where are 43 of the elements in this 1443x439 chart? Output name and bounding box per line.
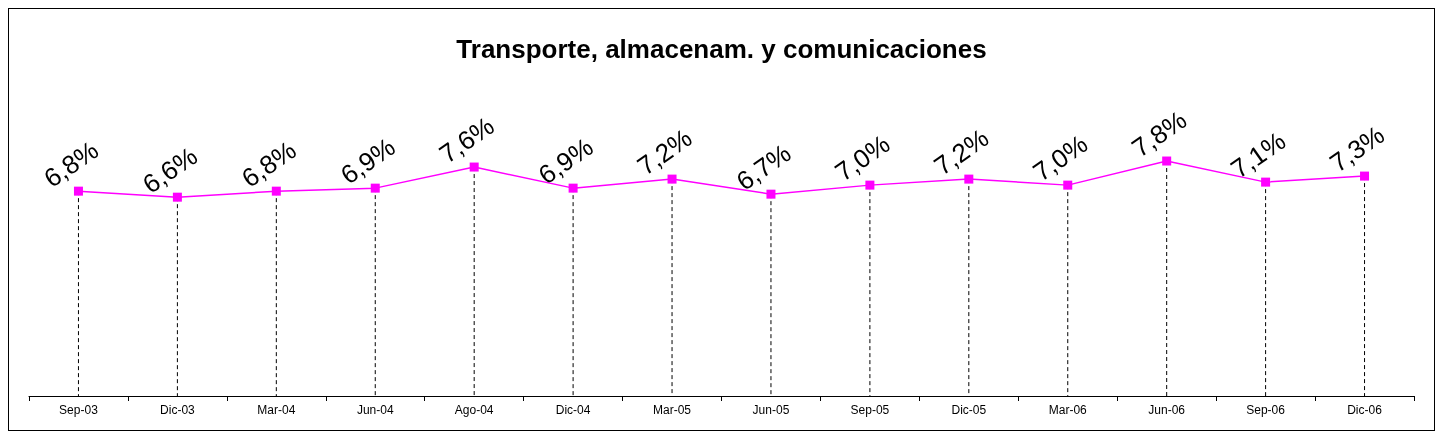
point: [1063, 180, 1073, 190]
data-label: 7,0%: [1027, 128, 1094, 188]
x-tick-label: Jun-04: [356, 403, 394, 417]
x-tick-label: Jun-06: [1148, 403, 1186, 417]
x-tick-label: Sep-05: [850, 403, 890, 417]
data-label: 7,3%: [1324, 119, 1390, 179]
x-tick-label: Sep-03: [59, 403, 99, 417]
data-label: 6,7%: [730, 137, 797, 197]
data-label: 6,9%: [334, 131, 401, 191]
point: [964, 174, 974, 184]
x-tick-label: Ago-04: [454, 403, 494, 417]
point: [865, 180, 875, 190]
x-tick-label: Sep-06: [1246, 403, 1286, 417]
point: [1360, 171, 1370, 181]
data-label: 6,8%: [235, 134, 302, 194]
data-label: 7,2%: [631, 122, 698, 182]
x-tick-label: Mar-06: [1048, 403, 1088, 417]
x-tick-label: Dic-04: [555, 403, 591, 417]
point: [469, 162, 479, 172]
data-label: 7,6%: [433, 110, 500, 170]
data-label: 7,1%: [1225, 125, 1292, 185]
data-label: 7,0%: [829, 128, 896, 188]
point: [172, 192, 182, 202]
data-label: 6,9%: [532, 131, 599, 191]
point: [568, 183, 578, 193]
point: [766, 189, 776, 199]
x-tick-label: Jun-05: [752, 403, 790, 417]
x-tick-label: Dic-05: [951, 403, 987, 417]
point: [271, 186, 281, 196]
point: [370, 183, 380, 193]
x-tick-label: Mar-05: [653, 403, 692, 417]
point: [1261, 177, 1271, 187]
point: [73, 186, 83, 196]
data-label: 7,8%: [1126, 104, 1193, 164]
data-label: 6,6%: [137, 140, 203, 200]
x-tick-label: Mar-04: [257, 403, 296, 417]
x-tick-label: Dic-03: [160, 403, 196, 417]
x-tick-label: Dic-06: [1347, 403, 1383, 417]
data-label: 6,8%: [38, 134, 104, 194]
point: [1162, 156, 1172, 166]
data-label: 7,2%: [928, 122, 995, 182]
chart-title: Transporte, almacenam. y comunicaciones: [456, 34, 987, 64]
point: [667, 174, 677, 184]
